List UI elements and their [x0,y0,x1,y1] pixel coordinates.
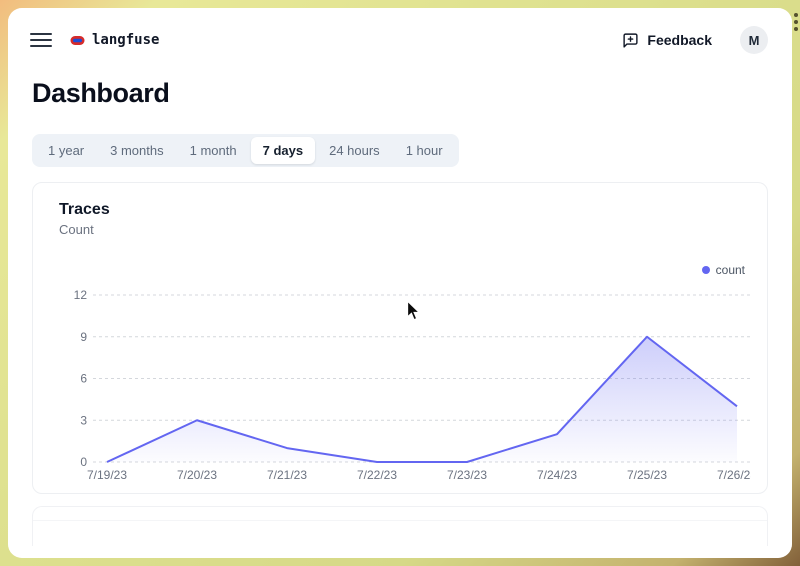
brand-link[interactable]: langfuse [70,32,159,48]
page-title: Dashboard [32,78,170,108]
feedback-button[interactable]: Feedback [622,32,712,49]
brand-name: langfuse [92,32,160,48]
topbar: langfuse Feedback M [8,8,792,54]
svg-text:12: 12 [74,288,88,302]
svg-text:7/26/23: 7/26/23 [717,468,751,482]
tab-1-month[interactable]: 1 month [178,137,249,164]
menu-button[interactable] [30,33,52,47]
svg-text:7/23/23: 7/23/23 [447,468,487,482]
message-square-plus-icon [622,32,639,49]
tab-24-hours[interactable]: 24 hours [317,137,392,164]
svg-text:0: 0 [80,455,87,469]
svg-text:6: 6 [80,372,87,386]
tab-1-year[interactable]: 1 year [36,137,96,164]
topbar-right: Feedback M [622,26,768,54]
langfuse-logo-icon [70,34,85,47]
card-title: Traces [59,201,110,218]
traces-card: Traces Count count 0 3 6 9 12 7/19/23 7/20/23 7… [32,182,768,494]
svg-text:7/24/23: 7/24/23 [537,468,577,482]
feedback-label: Feedback [647,32,712,48]
tab-3-months[interactable]: 3 months [98,137,175,164]
traces-area-chart[interactable]: 0 3 6 9 12 7/19/23 7/20/23 7/21/23 7/22/23 7/23/2… [47,283,753,488]
avatar[interactable]: M [740,26,768,54]
svg-text:7/25/23: 7/25/23 [627,468,667,482]
tab-7-days[interactable]: 7 days [250,137,316,164]
next-card-partial [32,506,768,546]
svg-text:7/19/23: 7/19/23 [87,468,127,482]
svg-text:7/20/23: 7/20/23 [177,468,217,482]
legend-dot-icon [701,266,710,274]
svg-text:7/22/23: 7/22/23 [357,468,397,482]
tab-1-hour[interactable]: 1 hour [394,137,455,164]
chart-legend[interactable]: count [47,263,753,277]
card-subtitle: Count [59,222,94,237]
frame-dots-icon [794,13,798,31]
svg-text:9: 9 [80,330,87,344]
legend-label: count [715,263,745,277]
hamburger-icon [30,33,52,35]
time-range-tabs: 1 year 3 months 1 month 7 days 24 hours 1 hou… [32,134,459,167]
svg-text:3: 3 [80,413,87,427]
svg-text:7/21/23: 7/21/23 [267,468,307,482]
app-window: langfuse Feedback M Dashboard 1 year 3 mo… [8,8,792,558]
